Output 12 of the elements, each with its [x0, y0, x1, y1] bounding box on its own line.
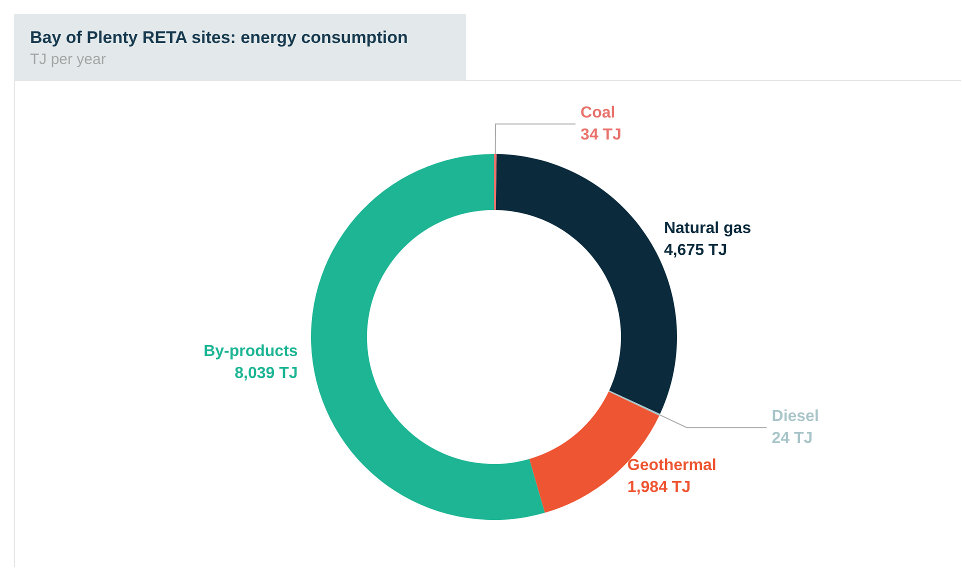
- data-label: 1,984 TJ: [627, 479, 691, 496]
- data-label: 8,039 TJ: [234, 365, 298, 382]
- slice-label: Natural gas: [664, 220, 752, 238]
- data-label: 34 TJ: [580, 126, 622, 144]
- text: TJ per year: [30, 51, 106, 68]
- slice-label: By-products: [204, 343, 298, 360]
- data-label: 4,675 TJ: [664, 242, 728, 260]
- slice-label: Coal: [580, 104, 616, 122]
- data-label: 24 TJ: [772, 430, 813, 448]
- slice-label: Diesel: [772, 408, 819, 426]
- chart-title: Bay of Plenty RETA sites: energy consumption: [30, 28, 408, 48]
- slice-label: Geothermal: [627, 457, 716, 474]
